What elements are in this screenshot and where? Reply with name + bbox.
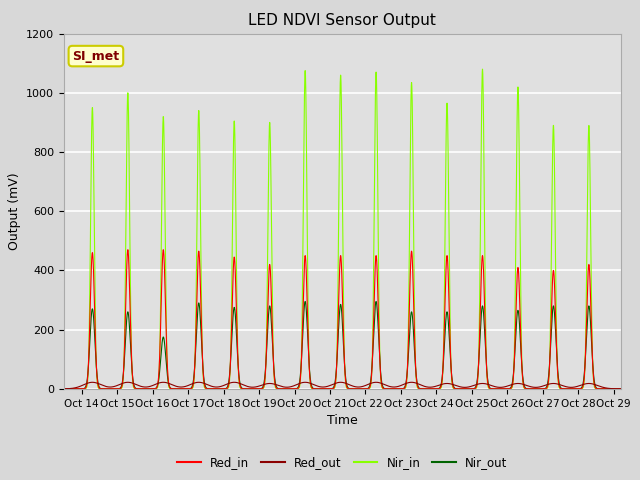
Nir_in: [479, 66, 486, 72]
Legend: Red_in, Red_out, Nir_in, Nir_out: Red_in, Red_out, Nir_in, Nir_out: [172, 452, 513, 474]
Red_in: [124, 247, 132, 252]
Y-axis label: Output (mV): Output (mV): [8, 172, 20, 250]
Nir_out: [372, 299, 380, 304]
Red_in: [161, 294, 169, 300]
Nir_out: [161, 347, 169, 352]
Red_in: [60, 386, 68, 392]
Nir_out: [518, 364, 525, 370]
Red_out: [617, 386, 625, 392]
Red_in: [617, 386, 625, 392]
Red_in: [518, 364, 525, 370]
Nir_in: [617, 386, 625, 392]
Red_in: [273, 385, 281, 391]
Nir_in: [422, 386, 430, 392]
Red_out: [394, 384, 402, 389]
Red_out: [60, 386, 68, 392]
X-axis label: Time: Time: [327, 414, 358, 427]
Line: Red_out: Red_out: [64, 382, 621, 389]
Title: LED NDVI Sensor Output: LED NDVI Sensor Output: [248, 13, 436, 28]
Nir_in: [161, 227, 169, 232]
Line: Nir_out: Nir_out: [64, 301, 621, 389]
Nir_in: [518, 360, 525, 366]
Nir_in: [394, 386, 402, 392]
Nir_out: [476, 345, 483, 350]
Red_out: [372, 379, 380, 385]
Red_in: [422, 386, 430, 392]
Red_out: [273, 382, 280, 388]
Red_out: [161, 380, 169, 385]
Red_out: [518, 381, 525, 387]
Text: SI_met: SI_met: [72, 49, 120, 62]
Nir_out: [60, 386, 68, 392]
Red_out: [422, 384, 430, 390]
Nir_in: [273, 386, 280, 392]
Nir_out: [394, 386, 402, 392]
Nir_out: [617, 386, 625, 392]
Red_in: [476, 334, 483, 340]
Nir_in: [476, 312, 483, 317]
Red_in: [394, 386, 402, 392]
Line: Nir_in: Nir_in: [64, 69, 621, 389]
Nir_out: [422, 386, 430, 392]
Red_out: [476, 381, 483, 386]
Nir_out: [273, 384, 280, 390]
Line: Red_in: Red_in: [64, 250, 621, 389]
Nir_in: [60, 386, 68, 392]
